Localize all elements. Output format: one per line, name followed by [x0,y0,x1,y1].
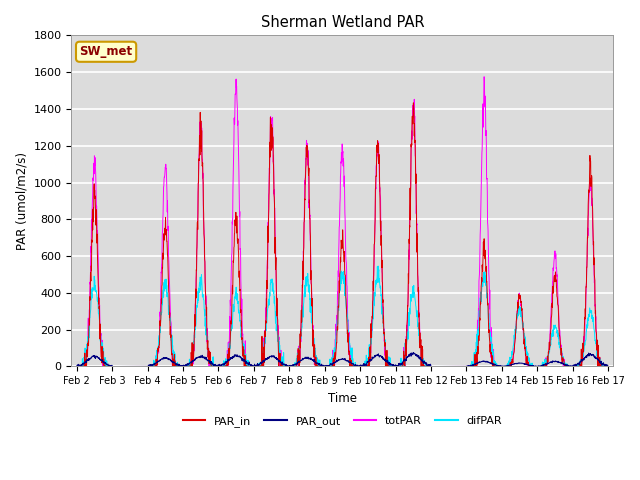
PAR_out [572,363,580,369]
Line: PAR_out: PAR_out [77,352,608,367]
PAR_out [410,349,417,355]
PAR_in [369,278,377,284]
Line: PAR_in: PAR_in [77,103,608,367]
Legend: PAR_in, PAR_out, totPAR, difPAR: PAR_in, PAR_out, totPAR, difPAR [179,412,507,432]
PAR_out [369,355,377,360]
PAR_out [604,363,612,369]
difPAR [604,364,612,370]
difPAR [221,362,229,368]
difPAR [557,352,565,358]
totPAR [221,363,229,369]
Line: totPAR: totPAR [77,77,608,367]
PAR_in [497,364,505,370]
difPAR [374,263,382,269]
PAR_in [73,364,81,370]
PAR_in [572,364,580,370]
Y-axis label: PAR (umol/m2/s): PAR (umol/m2/s) [15,152,28,250]
PAR_out [221,360,229,366]
Title: Sherman Wetland PAR: Sherman Wetland PAR [260,15,424,30]
difPAR [78,364,86,370]
PAR_out [73,363,81,369]
PAR_in [81,364,89,370]
totPAR [572,364,580,370]
X-axis label: Time: Time [328,392,357,405]
totPAR [557,351,565,357]
difPAR [497,363,505,369]
totPAR [81,364,89,370]
PAR_out [108,364,115,370]
totPAR [497,364,505,370]
PAR_out [497,363,505,369]
PAR_in [410,100,417,106]
PAR_out [557,360,565,366]
difPAR [73,364,81,370]
totPAR [358,364,365,370]
PAR_in [221,363,229,369]
difPAR [369,313,377,319]
difPAR [358,363,365,369]
PAR_out [358,363,365,369]
difPAR [572,363,580,369]
Line: difPAR: difPAR [77,266,608,367]
PAR_in [557,345,565,351]
PAR_in [604,364,612,370]
Text: SW_met: SW_met [79,45,132,58]
totPAR [73,364,81,370]
totPAR [369,289,377,295]
PAR_in [358,364,365,370]
totPAR [480,74,488,80]
totPAR [604,364,612,370]
